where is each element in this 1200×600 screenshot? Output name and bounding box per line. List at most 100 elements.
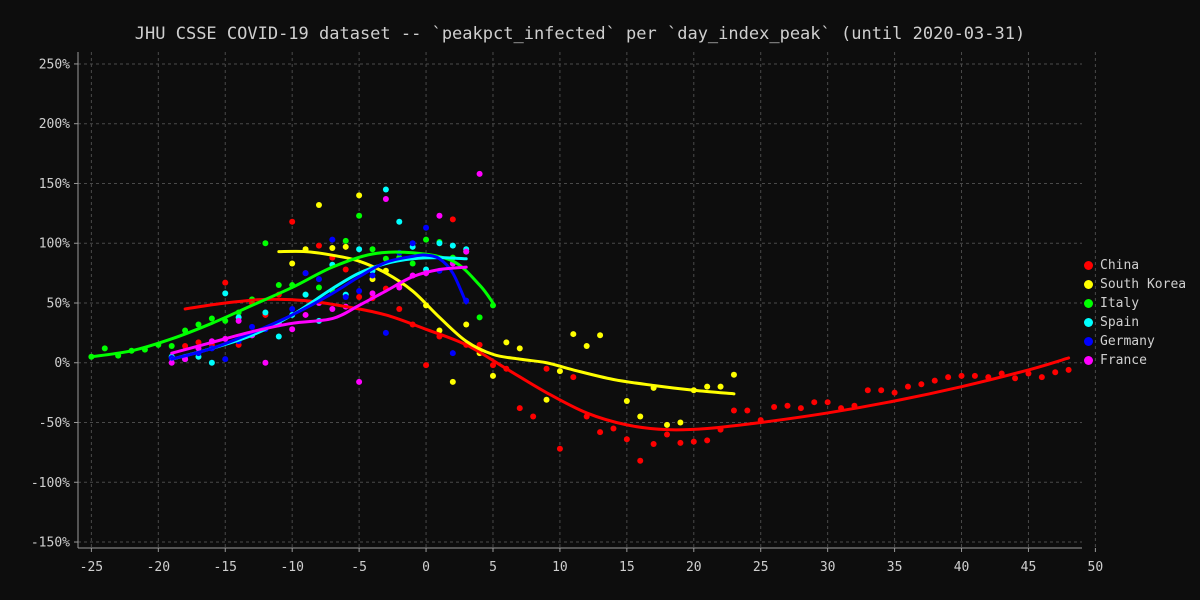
italy-point [168, 343, 175, 350]
south-korea-point [289, 260, 296, 267]
china-point [730, 407, 737, 414]
x-tick-label: 20 [686, 560, 702, 575]
legend-item-china: China [1084, 256, 1186, 275]
italy-point [262, 240, 269, 247]
france-point [302, 311, 309, 318]
china-point [1065, 366, 1072, 373]
france-point [463, 248, 470, 255]
china-point [1025, 370, 1032, 377]
italy-point [275, 282, 282, 289]
germany-point [289, 305, 296, 312]
china-point [1012, 375, 1019, 382]
spain-point [302, 291, 309, 298]
china-point [797, 405, 804, 412]
south-korea-point [342, 243, 349, 250]
spain-point [275, 333, 282, 340]
china-point [423, 362, 430, 369]
italy-point [409, 260, 416, 267]
south-korea-point [516, 345, 523, 352]
france-point [436, 212, 443, 219]
china-point [623, 436, 630, 443]
south-korea-trend-line [277, 249, 736, 396]
x-tick-label: 10 [552, 560, 568, 575]
spain-point [396, 218, 403, 225]
italy-point [489, 302, 496, 309]
italy-point [356, 212, 363, 219]
italy-point [342, 237, 349, 244]
x-tick-label: -15 [214, 560, 237, 575]
south-korea-point [637, 413, 644, 420]
china-point [891, 389, 898, 396]
china-point [864, 387, 871, 394]
france-point [369, 290, 376, 297]
south-korea-point [730, 371, 737, 378]
south-korea-point [677, 419, 684, 426]
x-tick-label: -25 [80, 560, 103, 575]
china-point [744, 407, 751, 414]
germany-point [369, 272, 376, 279]
germany-point [329, 236, 336, 243]
china-point [396, 305, 403, 312]
germany-point [315, 276, 322, 283]
france-point [262, 359, 269, 366]
y-tick-label: 50% [47, 296, 71, 311]
china-point [489, 362, 496, 369]
legend-item-south-korea: South Korea [1084, 275, 1186, 294]
china-point [356, 294, 363, 301]
china-point [342, 266, 349, 273]
china-point [610, 425, 617, 432]
france-point [329, 305, 336, 312]
china-point [597, 429, 604, 436]
china-point [182, 343, 189, 350]
south-korea-point [623, 397, 630, 404]
legend-label: Italy [1100, 296, 1140, 311]
france-point [289, 326, 296, 333]
y-tick-label: -50% [39, 416, 70, 431]
china-point [530, 413, 537, 420]
china-point [650, 441, 657, 448]
legend-swatch [1084, 337, 1093, 346]
south-korea-point [489, 372, 496, 379]
x-tick-label: -20 [147, 560, 170, 575]
china-point [824, 399, 831, 406]
france-trend-line [170, 265, 468, 355]
china-point [771, 403, 778, 410]
legend-swatch [1084, 318, 1093, 327]
germany-point [382, 329, 389, 336]
china-point [690, 438, 697, 445]
china-point [1052, 369, 1059, 376]
x-tick-label: 30 [820, 560, 836, 575]
south-korea-point [664, 421, 671, 428]
south-korea-point [583, 343, 590, 350]
y-tick-label: 0% [54, 356, 70, 371]
chart-title: JHU CSSE COVID-19 dataset -- `peakpct_in… [134, 24, 1026, 44]
legend-swatch [1084, 261, 1093, 270]
france-point [476, 170, 483, 177]
italy-trend-line [89, 250, 495, 359]
italy-point [101, 345, 108, 352]
china-point [570, 374, 577, 381]
legend-swatch [1084, 280, 1093, 289]
china-point [476, 341, 483, 348]
south-korea-point [597, 332, 604, 339]
china-point [637, 457, 644, 464]
south-korea-point [463, 321, 470, 328]
france-point [168, 359, 175, 366]
china-point [931, 377, 938, 384]
china-point [556, 445, 563, 452]
south-korea-point [356, 192, 363, 199]
south-korea-point [543, 396, 550, 403]
x-tick-label: 45 [1021, 560, 1037, 575]
germany-point [449, 350, 456, 357]
legend-swatch [1084, 356, 1093, 365]
germany-point [302, 270, 309, 277]
germany-point [356, 288, 363, 295]
tick-labels: -25 -20 -15 -10 -5 0 5 10 15 20 25 30 35 40 45 50 -150% -… [31, 57, 1103, 575]
x-tick-label: -5 [351, 560, 367, 575]
france-point [356, 378, 363, 385]
y-tick-label: -150% [31, 536, 70, 551]
south-korea-point [449, 378, 456, 385]
germany-point [222, 356, 229, 363]
legend-item-france: France [1084, 351, 1186, 370]
